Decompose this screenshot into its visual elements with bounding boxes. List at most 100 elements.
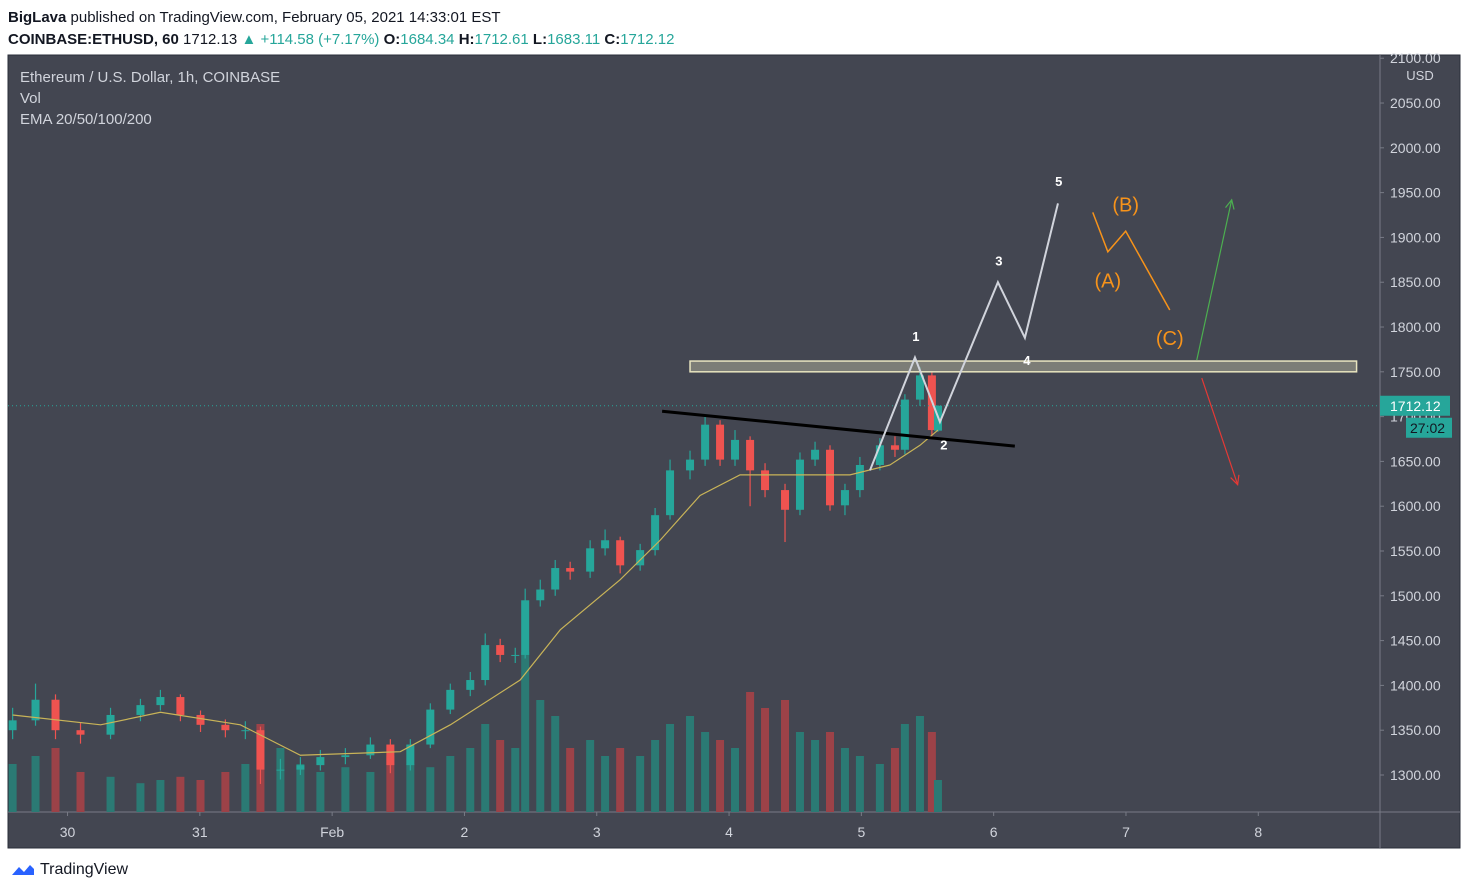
candle-body bbox=[136, 705, 145, 715]
candle-body bbox=[601, 540, 610, 549]
volume-bar bbox=[76, 772, 85, 812]
countdown: 27:02 bbox=[1410, 420, 1445, 436]
volume-bar bbox=[551, 716, 560, 812]
candle-body bbox=[586, 548, 595, 572]
candle-body bbox=[521, 600, 530, 655]
volume-bar bbox=[686, 716, 695, 812]
candle-body bbox=[366, 744, 375, 756]
volume-bar bbox=[241, 764, 250, 812]
candle-body bbox=[651, 515, 660, 551]
volume-bar bbox=[511, 748, 520, 812]
axis-unit: USD bbox=[1406, 68, 1433, 83]
wave-label: 1 bbox=[912, 329, 919, 344]
impulse-wave bbox=[869, 203, 1059, 471]
volume-bar bbox=[446, 756, 455, 812]
candle-body bbox=[76, 730, 85, 735]
volume-bar bbox=[386, 756, 395, 812]
x-tick-label: 4 bbox=[725, 824, 733, 840]
volume-bar bbox=[466, 748, 475, 812]
volume-bar bbox=[811, 740, 820, 812]
resistance-zone bbox=[689, 360, 1358, 373]
candle-body bbox=[795, 459, 804, 510]
candle-body bbox=[176, 697, 185, 715]
wave-label: (A) bbox=[1095, 270, 1122, 292]
candle-body bbox=[716, 424, 725, 460]
volume-bar bbox=[601, 756, 610, 812]
indicator: EMA 20/50/100/200 bbox=[20, 111, 152, 128]
ema-line bbox=[12, 429, 939, 756]
volume-bar bbox=[316, 772, 325, 812]
arrow bbox=[1201, 377, 1239, 485]
footer: TradingView bbox=[10, 861, 128, 879]
volume-bar bbox=[106, 776, 115, 812]
volume-bar bbox=[156, 780, 165, 812]
candle-body bbox=[915, 375, 924, 400]
h-label: H: bbox=[458, 31, 475, 48]
arrow-head bbox=[1230, 474, 1240, 487]
x-tick-label: 2 bbox=[461, 824, 469, 840]
volume-bar bbox=[716, 740, 725, 812]
last: 1712.13 bbox=[183, 31, 238, 48]
candle-body bbox=[826, 449, 835, 506]
candle-body bbox=[446, 689, 455, 710]
candle-body bbox=[51, 699, 60, 731]
candle-body bbox=[636, 550, 645, 566]
l-value: 1683.11 bbox=[547, 31, 601, 48]
volume-bar bbox=[221, 772, 230, 812]
candle-body bbox=[761, 470, 770, 491]
y-tick-label: 1900.00 bbox=[1390, 229, 1441, 245]
volume-bar bbox=[795, 732, 804, 812]
volume-bar bbox=[406, 764, 415, 812]
volume-bar bbox=[701, 732, 710, 812]
brand: TradingView bbox=[40, 861, 129, 878]
c-value: 1712.12 bbox=[620, 31, 675, 48]
candle-body bbox=[496, 645, 505, 655]
h-value: 1712.61 bbox=[474, 31, 529, 48]
y-tick-label: 1350.00 bbox=[1390, 722, 1441, 738]
candle-body bbox=[466, 680, 475, 690]
candle-body bbox=[341, 755, 350, 758]
x-tick-label: 8 bbox=[1254, 824, 1262, 840]
wave-label: 5 bbox=[1055, 174, 1062, 189]
candle-body bbox=[106, 714, 115, 735]
x-tick-label: Feb bbox=[320, 824, 344, 840]
plot: 1 2 3 4 5 (A) (B) (C) bbox=[8, 174, 1380, 812]
correction-wave bbox=[1092, 212, 1171, 311]
o-label: O: bbox=[383, 31, 401, 48]
candle-body bbox=[731, 439, 740, 460]
volume-bar bbox=[136, 783, 145, 812]
candle-body bbox=[481, 645, 490, 681]
volume-bar bbox=[666, 724, 675, 812]
volume-bar bbox=[651, 740, 660, 812]
wave-label: (C) bbox=[1156, 328, 1184, 350]
y-tick-label: 1600.00 bbox=[1390, 498, 1441, 514]
volume-bar bbox=[855, 756, 864, 812]
volume-bar bbox=[536, 700, 545, 812]
y-tick-label: 1850.00 bbox=[1390, 274, 1441, 290]
volume-bar bbox=[746, 692, 755, 812]
x-tick-label: 7 bbox=[1122, 824, 1130, 840]
volume-bar bbox=[616, 748, 625, 812]
volume-bar bbox=[481, 724, 490, 812]
indicator: Vol bbox=[20, 90, 41, 107]
volume-bar bbox=[586, 740, 595, 812]
publish-line: BigLava published on TradingView.com, Fe… bbox=[8, 7, 674, 29]
candle-body bbox=[156, 697, 165, 706]
header: BigLava published on TradingView.com, Fe… bbox=[8, 7, 674, 51]
candle-body bbox=[256, 730, 265, 770]
candle-body bbox=[875, 445, 884, 465]
y-tick-label: 1300.00 bbox=[1390, 767, 1441, 783]
x-tick-label: 31 bbox=[192, 824, 208, 840]
x-tick-label: 3 bbox=[593, 824, 601, 840]
x-tick-label: 30 bbox=[60, 824, 76, 840]
volume-bar bbox=[933, 780, 942, 812]
volume-bar bbox=[840, 748, 849, 812]
wave-label: (B) bbox=[1112, 194, 1139, 216]
c-label: C: bbox=[604, 31, 621, 48]
candle-body bbox=[616, 540, 625, 566]
candle-body bbox=[296, 765, 305, 770]
publisher: BigLava bbox=[8, 9, 67, 26]
o-value: 1684.34 bbox=[400, 31, 455, 48]
